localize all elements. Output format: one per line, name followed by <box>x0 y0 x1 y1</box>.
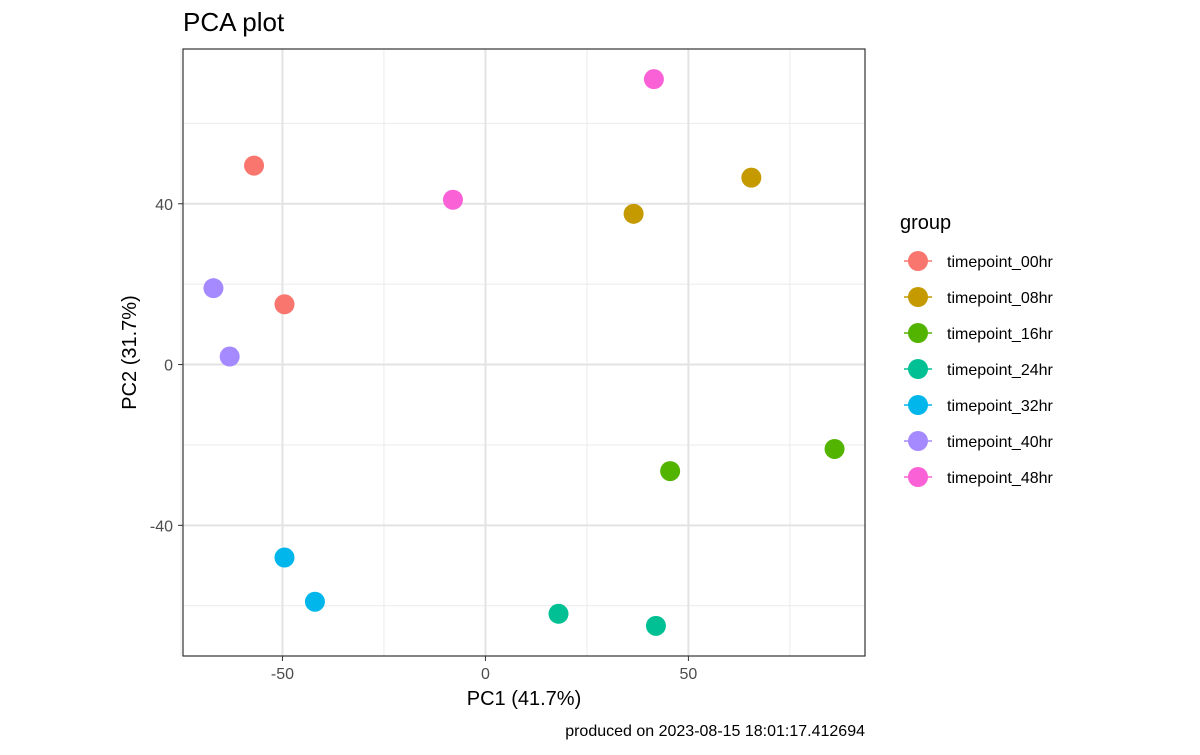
data-point-timepoint_48hr <box>442 189 463 210</box>
legend-key-timepoint_32hr <box>908 395 928 415</box>
axis-ticks: -50 0 50 -40 0 40 <box>150 197 698 683</box>
data-point-timepoint_16hr <box>660 461 681 482</box>
data-point-timepoint_24hr <box>548 603 569 624</box>
data-point-timepoint_00hr <box>244 155 265 176</box>
x-axis-label: PC1 (41.7%) <box>467 688 582 710</box>
legend-label: timepoint_48hr <box>947 470 1054 487</box>
legend-label: timepoint_24hr <box>947 362 1054 379</box>
legend-key-timepoint_24hr <box>908 359 928 379</box>
x-tick-label: -50 <box>271 666 294 683</box>
legend-label: timepoint_40hr <box>947 434 1054 451</box>
plot-border <box>182 48 866 657</box>
legend-key-timepoint_08hr <box>908 287 928 307</box>
data-point-timepoint_08hr <box>623 203 644 224</box>
data-point-timepoint_00hr <box>274 294 295 315</box>
y-tick-label: -40 <box>150 518 173 535</box>
y-axis-label: PC2 (31.7%) <box>119 295 141 410</box>
caption: produced on 2023-08-15 18:01:17.412694 <box>565 723 865 740</box>
legend-label: timepoint_00hr <box>947 254 1054 271</box>
x-tick-label: 0 <box>481 666 490 683</box>
x-tick-label: 50 <box>680 666 698 683</box>
data-point-timepoint_40hr <box>219 346 240 367</box>
major-grid <box>183 49 865 656</box>
legend-key-timepoint_48hr <box>908 467 928 487</box>
data-point-timepoint_32hr <box>304 591 325 612</box>
legend-title: group <box>900 212 951 234</box>
legend-label: timepoint_32hr <box>947 398 1054 415</box>
data-point-timepoint_40hr <box>203 278 224 299</box>
legend-key-timepoint_00hr <box>908 251 928 271</box>
chart-title: PCA plot <box>183 7 285 37</box>
minor-grid <box>180 49 865 656</box>
data-point-timepoint_24hr <box>645 615 666 636</box>
legend-key-timepoint_40hr <box>908 431 928 451</box>
data-point-timepoint_08hr <box>741 167 762 188</box>
data-point-timepoint_16hr <box>824 438 845 459</box>
y-tick-label: 0 <box>164 358 173 375</box>
y-tick-label: 40 <box>155 197 173 214</box>
plot-background <box>183 49 865 656</box>
legend-key-timepoint_16hr <box>908 323 928 343</box>
legend-label: timepoint_16hr <box>947 326 1054 343</box>
data-point-timepoint_48hr <box>643 69 664 90</box>
data-point-timepoint_32hr <box>274 547 295 568</box>
data-points <box>203 69 845 636</box>
legend-label: timepoint_08hr <box>947 290 1054 307</box>
legend: timepoint_00hr timepoint_08hr timepoint_16… <box>904 251 1054 487</box>
